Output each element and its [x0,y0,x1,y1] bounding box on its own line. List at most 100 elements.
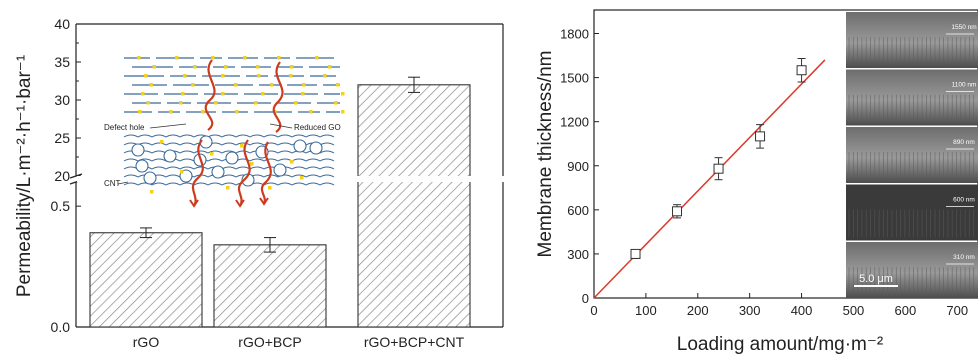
cnt-circle [273,163,287,177]
functional-group-dot [191,83,195,87]
bar [89,232,203,328]
functional-group-dot [289,74,293,78]
data-point [755,131,766,142]
y-tick-label: 25 [54,130,70,146]
functional-group-dot [336,83,340,87]
functional-group-dot [183,74,187,78]
functional-group-dot [240,144,244,148]
functional-group-dot [137,56,141,60]
y-tick-label: 40 [54,16,70,32]
functional-group-dot [257,74,261,78]
functional-group-dot [254,101,258,105]
functional-group-dot [211,56,215,60]
y-tick-label: 600 [567,203,589,218]
sem-thickness-label: 890 nm [953,139,975,146]
y-tick-label: 900 [567,159,589,174]
functional-group-dot [294,101,298,105]
water-flow-path [204,59,216,131]
sem-thickness-label: 1550 nm [951,24,976,31]
water-flow-path [191,139,204,207]
data-point [630,248,641,259]
cnt-circle [143,171,157,185]
functional-group-dot [141,92,145,96]
functional-group-dot [175,56,179,60]
functional-group-dot [301,92,305,96]
x-tick-label: 200 [687,303,709,318]
functional-group-dot [138,110,142,114]
flow-arrowhead [235,199,245,208]
inset-label-reduced-go: Reduced GO [294,123,341,132]
x-tick-label: 600 [894,303,916,318]
sem-panel [846,69,978,126]
functional-group-dot [277,56,281,60]
cnt-circle [131,143,145,157]
x-tick-label: 100 [635,303,657,318]
membrane-schematic-inset [117,56,345,208]
functional-group-dot [341,110,345,114]
cnt-strand [123,134,335,138]
functional-group-dot [328,65,332,69]
functional-group-dot [193,65,197,69]
functional-group-dot [226,186,230,190]
cnt-strand [123,166,335,170]
functional-group-dot [302,83,306,87]
functional-group-dot [144,74,148,78]
plot-frame [593,9,978,299]
scale-bar-label: 5.0 μm [859,273,893,285]
flow-arrowhead [189,199,199,208]
cnt-circle [163,149,177,163]
leader-line [117,181,129,185]
functional-group-dot [160,140,164,144]
y-tick-label: 300 [567,247,589,262]
functional-group-dot [243,56,247,60]
y-tick-label: 0 [582,291,589,306]
functional-group-dot [341,92,345,96]
y-tick-label: 1200 [560,115,589,130]
sem-panel [846,242,978,298]
functional-group-dot [323,74,327,78]
scatter-y-axis-label: Membrane thickness/nm [535,51,556,258]
break-band [77,176,502,182]
sem-thickness-label: 600 nm [953,197,975,204]
functional-group-dot [261,92,265,96]
water-flow-path [272,61,284,133]
cnt-circle [135,159,149,173]
cnt-circle [225,151,239,165]
functional-group-dot [210,152,214,156]
functional-group-dot [300,176,304,180]
functional-group-dot [224,65,228,69]
functional-group-dot [169,110,173,114]
bar-chart: 0.0 0.5 20 25 30 35 40 rGO rGO+BCP rGO+BCP+CNT P… [14,16,504,350]
scatter-x-axis-label: Loading amount/mg·m⁻² [677,334,883,355]
functional-group-dot [315,56,319,60]
functional-group-dot [201,110,205,114]
cnt-strand [123,182,335,186]
cnt-circle [293,139,307,153]
functional-group-dot [152,65,156,69]
y-tick-label: 0.0 [51,319,71,335]
x-tick-label: rGO+BCP+CNT [364,334,465,350]
sem-thickness-label: 1100 nm [952,82,977,89]
y-tick-label: 35 [54,54,70,70]
cnt-strand [123,174,335,178]
water-flow-path [237,139,251,207]
sem-panel [846,184,978,241]
functional-group-dot [181,92,185,96]
functional-group-dot [250,162,254,166]
functional-group-dot [334,101,338,105]
inset-label-cnt: CNT [104,179,121,188]
functional-group-dot [290,65,294,69]
cnt-circle [309,141,323,155]
functional-group-dot [235,110,239,114]
water-flow-path [260,141,272,205]
y-tick-label: 0.5 [51,198,71,214]
cnt-circle [211,165,225,179]
functional-group-dot [221,92,225,96]
data-point [796,65,807,76]
functional-group-dot [268,186,272,190]
y-tick-label: 1500 [560,71,589,86]
linear-fit-line [593,59,826,299]
y-tick-label: 20 [54,168,70,184]
bar [357,84,471,328]
